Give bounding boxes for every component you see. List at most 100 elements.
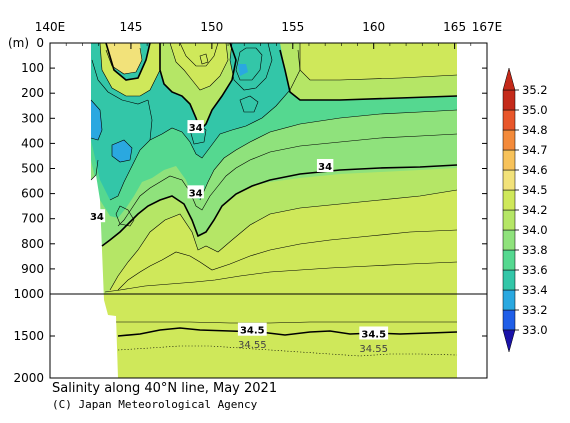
colorbar-arrow-high xyxy=(502,67,516,91)
colorbar-label: 33.6 xyxy=(522,263,548,277)
contour-line-d xyxy=(117,133,458,227)
colorbar-label: 33.0 xyxy=(522,323,548,337)
colorbar-segment xyxy=(502,189,516,211)
y-tick-label: 1000 xyxy=(13,287,44,301)
x-tick-label: 140E xyxy=(35,20,66,34)
y-tick-label: 1500 xyxy=(13,329,44,343)
colorbar-label: 33.8 xyxy=(522,243,548,257)
contour-line-a xyxy=(109,189,458,291)
y-tick-label: 700 xyxy=(21,212,44,226)
colorbar-segment xyxy=(502,109,516,131)
contour-line-e xyxy=(199,109,458,201)
y-tick-label: 800 xyxy=(21,237,44,251)
contour-line-i xyxy=(235,47,263,81)
x-tick-label: 145 xyxy=(119,20,142,34)
colorbar-segment xyxy=(502,289,516,311)
colorbar-segment xyxy=(502,269,516,291)
colorbar-label: 34.2 xyxy=(522,203,548,217)
salinity-field xyxy=(50,43,487,378)
colorbar-segment xyxy=(502,249,516,271)
colorbar-label: 34.8 xyxy=(522,123,548,137)
contour-label-bg xyxy=(187,120,204,134)
contour-label-bg xyxy=(359,326,389,340)
colorbar: 33.0 33.2 33.4 33.6 33.8 34.0 34.2 34.5 34.6 34.7… xyxy=(502,67,548,353)
colorbar-segment xyxy=(502,169,516,191)
y-tick-label: 900 xyxy=(21,262,44,276)
contour-line-p xyxy=(179,43,219,67)
colorbar-arrow-low xyxy=(502,329,516,353)
contour-line-t xyxy=(199,53,209,65)
contour-label-bg xyxy=(88,209,106,223)
colorbar-segment xyxy=(502,149,516,171)
contour-line-k xyxy=(105,47,143,75)
contour-line-h xyxy=(229,43,273,91)
field-west-high xyxy=(106,43,142,74)
contour-line-j xyxy=(99,43,161,97)
x-tick-label: 160 xyxy=(362,20,385,34)
contour-label: 34 xyxy=(318,162,332,173)
colorbar-label: 34.5 xyxy=(522,183,548,197)
y-tick-label: 500 xyxy=(21,162,44,176)
colorbar-label: 33.4 xyxy=(522,283,548,297)
field-deep xyxy=(100,294,457,378)
field-west-fresh-2 xyxy=(112,140,132,162)
contour-line-o xyxy=(169,43,229,91)
contour-labels: 34 34 34 34 34.5 34.5 34.55 34.55 xyxy=(88,120,389,355)
field-west-high-2 xyxy=(100,43,160,96)
no-data-west-top xyxy=(50,43,91,378)
contour-line-g xyxy=(109,43,301,201)
colorbar-segment xyxy=(502,129,516,151)
y-tick-label: 100 xyxy=(21,61,44,75)
x-axis: 140E 145 150 155 160 165 167E xyxy=(35,20,503,49)
colorbar-label: 35.0 xyxy=(522,103,548,117)
field-upper-east-2 xyxy=(300,43,457,80)
contour-label: 34 xyxy=(189,123,203,134)
contour-label: 34.55 xyxy=(238,340,267,351)
y-unit-label: (m) xyxy=(8,36,29,50)
colorbar-segment xyxy=(502,309,516,331)
field-east-fresh-2 xyxy=(238,64,248,76)
contour-line-deep-2 xyxy=(116,321,457,324)
contour-line-b xyxy=(117,229,458,291)
x-tick-label: 167E xyxy=(472,20,503,34)
y-tick-label: 600 xyxy=(21,187,44,201)
colorbar-segment xyxy=(502,229,516,251)
contour-line-q xyxy=(115,205,135,227)
contour-label: 34 xyxy=(90,212,104,223)
contour-line-s xyxy=(239,95,259,113)
no-data-west-slope xyxy=(91,175,118,378)
contour-line-34.5 xyxy=(117,327,458,337)
field-center-high-2 xyxy=(170,43,228,90)
contour-line-m xyxy=(90,99,103,141)
contour-label-bg xyxy=(187,185,204,199)
contour-line-34-east xyxy=(101,164,458,247)
contour-line-f xyxy=(297,49,458,81)
y-tick-label: 400 xyxy=(21,136,44,150)
colorbar-label: 33.2 xyxy=(522,303,548,317)
contour-line-u xyxy=(147,99,153,141)
contour-label: 34.5 xyxy=(361,329,386,340)
contour-label: 34.5 xyxy=(240,326,265,337)
no-data-east xyxy=(457,43,487,378)
contour-lines xyxy=(90,43,458,357)
field-west-fresh xyxy=(91,100,102,140)
colorbar-label: 35.2 xyxy=(522,83,548,97)
credit-text: (C) Japan Meteorological Agency xyxy=(52,398,258,411)
contour-label: 34 xyxy=(189,188,203,199)
x-tick-label: 155 xyxy=(281,20,304,34)
plot-frame xyxy=(49,42,488,379)
x-tick-label: 165 xyxy=(443,20,466,34)
colorbar-segment xyxy=(502,89,516,111)
y-tick-label: 300 xyxy=(21,111,44,125)
x-tick-label: 150 xyxy=(200,20,223,34)
colorbar-segment xyxy=(502,209,516,231)
y-tick-label: 200 xyxy=(21,86,44,100)
contour-line-34-upper xyxy=(279,49,458,101)
chart-title: Salinity along 40°N line, May 2021 xyxy=(52,381,277,396)
colorbar-label: 34.6 xyxy=(522,163,548,177)
colorbar-label: 34.7 xyxy=(522,143,548,157)
contour-label-bg xyxy=(316,158,334,172)
contour-line-v xyxy=(90,159,99,181)
y-axis: 0 100 200 300 400 500 600 700 800 900 1000 1500 2000… xyxy=(8,36,487,385)
